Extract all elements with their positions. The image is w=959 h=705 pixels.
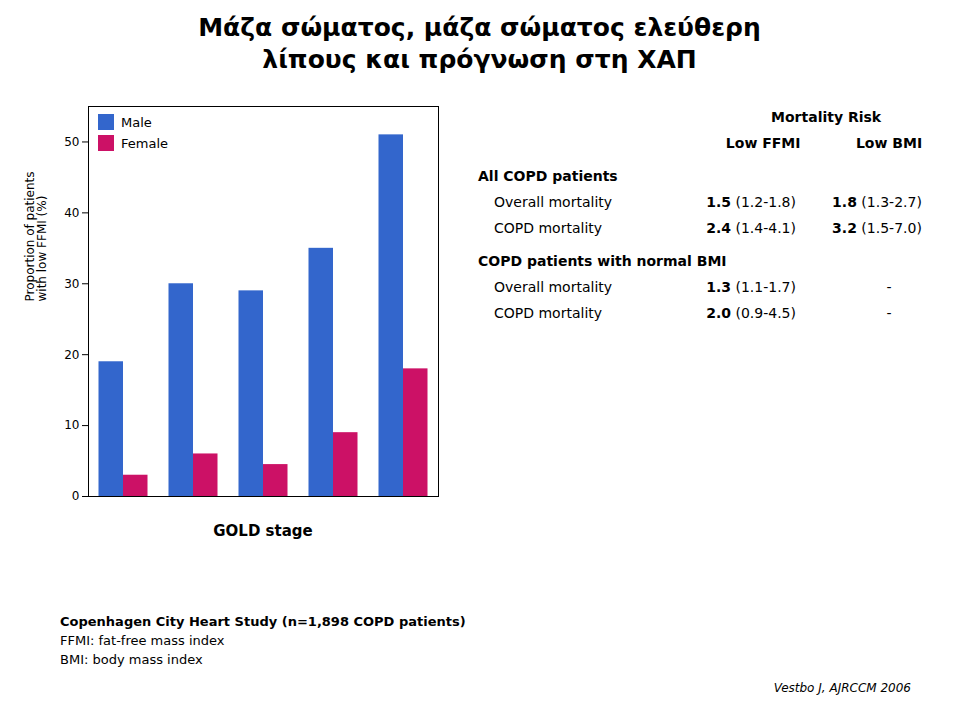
html-text:Overall mortality: Overall mortality: [494, 279, 613, 295]
html-text:λίπους και πρόγνωση στη ΧΑΠ: λίπους και πρόγνωση στη ΧΑΠ: [262, 45, 697, 74]
html-text:Copenhagen City Heart Study (n: Copenhagen City Heart Study (n=1,898 COP…: [60, 614, 466, 629]
html-text:Vestbo J, AJRCCM 2006: Vestbo J, AJRCCM 2006: [773, 681, 911, 695]
html-text:COPD mortality: COPD mortality: [494, 305, 603, 321]
svg-text:20: 20: [64, 348, 79, 362]
svg-text:0: 0: [72, 489, 80, 503]
html-text:Female: Female: [121, 135, 168, 151]
html-text:Mortality Risk: Mortality Risk: [771, 109, 882, 125]
html-text:FFMI: fat-free mass index: FFMI: fat-free mass index: [60, 633, 225, 648]
html-text:2.0 (0.9-4.5): 2.0 (0.9-4.5): [706, 305, 796, 321]
html-text:Male: Male: [121, 114, 152, 130]
svg-text:40: 40: [64, 206, 79, 220]
svg-text:50: 50: [64, 135, 79, 149]
html-text:Low FFMI: Low FFMI: [725, 135, 801, 151]
html-text:2.4 (1.4-4.1): 2.4 (1.4-4.1): [706, 220, 796, 236]
html-text:1.8 (1.3-2.7): 1.8 (1.3-2.7): [832, 194, 922, 210]
html-text:All COPD patients: All COPD patients: [478, 168, 618, 184]
html-text:Overall mortality: Overall mortality: [494, 194, 613, 210]
html-text:3.2 (1.5-7.0): 3.2 (1.5-7.0): [832, 220, 922, 236]
html-text:1.5 (1.2-1.8): 1.5 (1.2-1.8): [706, 194, 796, 210]
svg-text:10: 10: [64, 418, 79, 432]
html-text:COPD mortality: COPD mortality: [494, 220, 603, 236]
html-text:Μάζα σώματος, μάζα σώματος ελε: Μάζα σώματος, μάζα σώματος ελεύθερη: [198, 13, 761, 42]
svg-text:30: 30: [64, 277, 79, 291]
html-text:COPD patients with normal BMI: COPD patients with normal BMI: [478, 253, 727, 269]
html-text:Low BMI: Low BMI: [856, 135, 923, 151]
html-text:1.3 (1.1-1.7): 1.3 (1.1-1.7): [706, 279, 796, 295]
html-text:GOLD stage: GOLD stage: [213, 522, 313, 540]
html-text:BMI: body mass index: BMI: body mass index: [60, 652, 203, 667]
svg-text:Proportion of patientswith low: Proportion of patientswith low FFMI (%): [23, 171, 49, 301]
